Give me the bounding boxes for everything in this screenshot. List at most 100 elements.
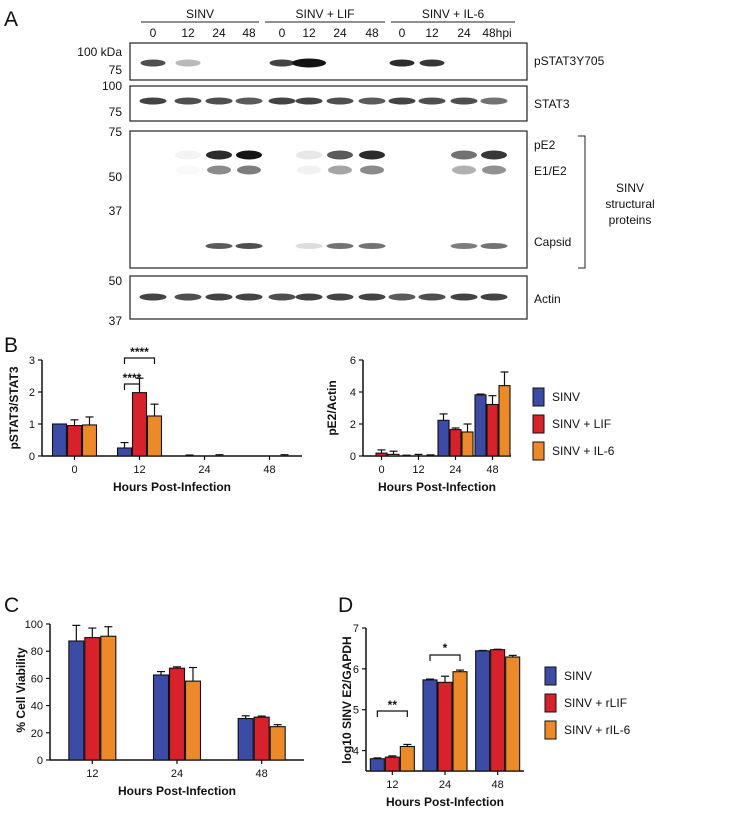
blot-label: Actin	[534, 292, 561, 306]
mw-marker: 75	[109, 105, 123, 119]
bar-sinv-lif	[375, 452, 388, 457]
band-pe2	[236, 150, 262, 160]
band-e1e2	[452, 165, 476, 175]
x-axis-label: Hours Post-Infection	[386, 795, 504, 809]
lane-timepoint: 24	[212, 26, 226, 40]
band-stat3	[418, 97, 446, 105]
band-pe2	[175, 150, 201, 160]
y-tick-label: 0	[37, 755, 43, 767]
bar-sinv-rlif	[490, 649, 506, 772]
y-axis-label: pSTAT3/STAT3	[7, 366, 21, 449]
mw-marker: 75	[109, 63, 123, 77]
bar-sinv-rlif	[168, 667, 186, 761]
band-stat3	[235, 97, 263, 105]
x-axis-label: Hours Post-Infection	[378, 480, 496, 494]
band-pe2	[327, 150, 353, 160]
band-stat3	[205, 97, 233, 105]
band-stat3	[295, 97, 323, 105]
lane-timepoint: 12	[302, 26, 316, 40]
mw-marker: 100	[102, 79, 122, 93]
panel-label-d: D	[338, 594, 353, 617]
mw-marker: 100 kDa	[77, 45, 122, 59]
mw-marker: 50	[109, 274, 123, 288]
y-axis-label: pE2/Actin	[325, 380, 339, 435]
y-tick-label: 40	[31, 701, 43, 713]
bar-sinv-ril-6	[452, 671, 468, 772]
band-e1e2	[297, 165, 321, 175]
x-axis-label: Hours Post-Infection	[113, 480, 231, 494]
band-stat3	[388, 97, 416, 105]
blot-label: STAT3	[534, 97, 570, 111]
significance-bracket	[123, 383, 141, 390]
y-tick-label: 5	[353, 705, 359, 717]
mw-marker: 37	[109, 314, 123, 328]
bar-sinv-ril-6	[100, 635, 117, 761]
legend-swatch	[532, 441, 545, 461]
bar-sinv	[68, 640, 85, 761]
band-stat3	[174, 97, 202, 105]
y-tick-label: 100	[25, 619, 43, 631]
band-capsid	[295, 243, 323, 249]
band-pe2	[206, 150, 232, 160]
band-actin	[268, 293, 296, 301]
x-tick-label: 0	[71, 464, 77, 476]
bar-sinv-il-6	[461, 431, 474, 457]
y-tick-label: 2	[350, 419, 356, 431]
lane-timepoint: 48	[365, 26, 379, 40]
band-actin	[358, 293, 386, 301]
lane-timepoint: 48	[242, 26, 256, 40]
significance-bracket	[429, 654, 461, 661]
band-actin	[139, 293, 167, 301]
panel-label-a: A	[4, 8, 18, 31]
band-actin	[480, 293, 508, 301]
band-e1e2	[482, 165, 506, 175]
lane-timepoint: 24	[333, 26, 347, 40]
band-actin	[295, 293, 323, 301]
chart-D: 4 5 6 7 12 24 48 Hours Post-Infection	[353, 623, 524, 809]
band-pe2	[451, 150, 477, 160]
legend-swatch	[532, 414, 545, 434]
bar-sinv	[116, 447, 133, 457]
band-label-pe2: pE2	[534, 138, 556, 152]
legend-label: SINV	[552, 390, 580, 404]
lane-group-label: SINV + IL-6	[422, 7, 485, 21]
band-pstat3	[175, 59, 201, 67]
band-stat3	[268, 97, 296, 105]
x-tick-label: 12	[386, 779, 398, 791]
lane-timepoint: 24	[457, 26, 471, 40]
bar-sinv	[369, 758, 385, 772]
bar-sinv-il-6	[146, 415, 163, 457]
lane-timepoint: 0	[150, 26, 157, 40]
y-axis-label: log10 SINV E2/GAPDH	[340, 636, 354, 763]
bar-sinv-lif	[131, 392, 148, 457]
bar-sinv-il-6	[81, 424, 98, 457]
band-actin	[205, 293, 233, 301]
lane-timepoint: 12	[181, 26, 195, 40]
bar-sinv	[422, 679, 438, 772]
band-pstat3	[292, 58, 326, 68]
band-stat3	[450, 97, 478, 105]
band-stat3	[139, 97, 167, 105]
bar-sinv-lif	[486, 403, 499, 457]
lane-timepoint: 0	[279, 26, 286, 40]
y-tick-label: 4	[350, 387, 356, 399]
legend-swatch	[544, 693, 557, 713]
bar-sinv	[237, 717, 254, 761]
legend-swatch	[544, 720, 557, 740]
x-tick-label: 24	[171, 768, 183, 780]
band-e1e2	[237, 165, 261, 175]
panel-label-c: C	[4, 594, 19, 617]
lane-timepoint: 0	[399, 26, 406, 40]
x-tick-label: 24	[449, 464, 461, 476]
mw-marker: 50	[109, 170, 123, 184]
band-capsid	[326, 243, 354, 249]
bar-sinv	[475, 650, 491, 772]
y-tick-label: 6	[353, 664, 359, 676]
band-capsid	[235, 243, 263, 249]
band-stat3	[480, 97, 508, 105]
y-tick-label: 7	[353, 623, 359, 635]
x-axis-label: Hours Post-Infection	[118, 784, 236, 798]
y-tick-label: 3	[29, 355, 35, 367]
x-tick-label: 48	[256, 768, 268, 780]
